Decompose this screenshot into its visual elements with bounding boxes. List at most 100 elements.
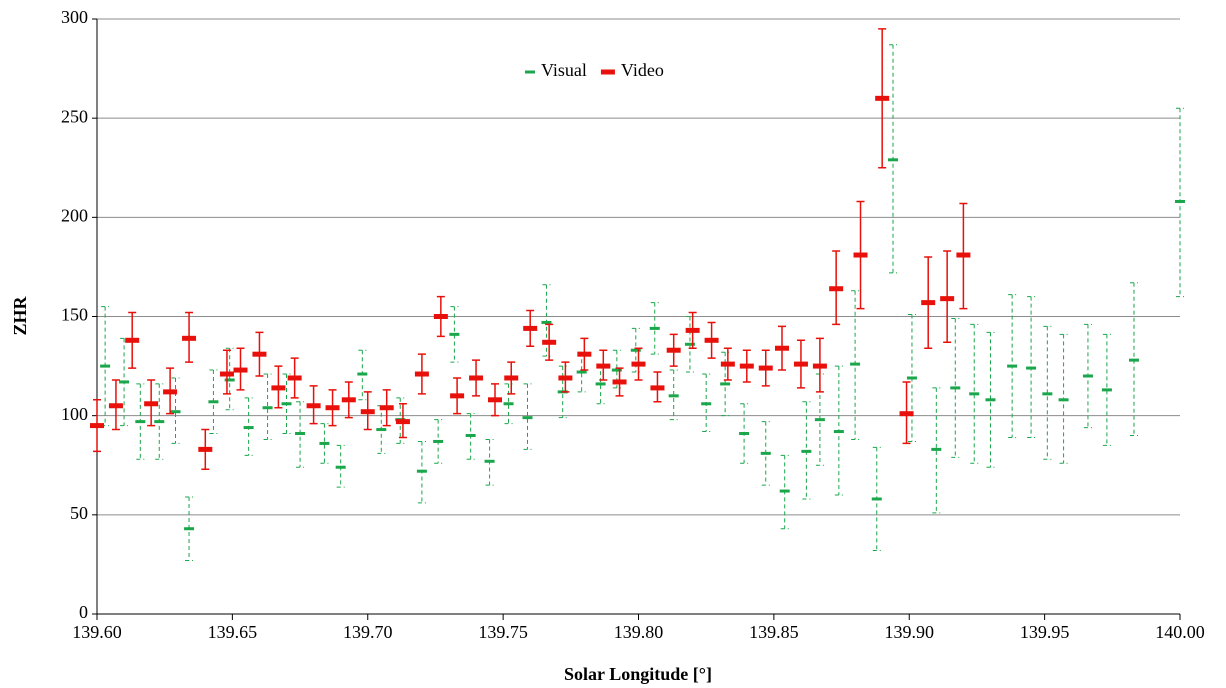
error-bar: [970, 323, 979, 464]
marker: [488, 397, 503, 403]
marker: [685, 327, 700, 333]
error-bar: [802, 401, 811, 500]
marker: [668, 394, 679, 398]
y-tick-label: 0: [79, 602, 88, 622]
marker: [595, 382, 606, 386]
error-bar: [296, 401, 305, 468]
marker: [233, 367, 248, 373]
marker: [119, 380, 130, 384]
marker: [774, 345, 789, 351]
error-bar: [1102, 333, 1111, 446]
y-tick-label: 50: [70, 503, 88, 523]
marker: [416, 469, 427, 473]
marker: [906, 376, 917, 380]
marker: [611, 368, 622, 372]
marker: [612, 379, 627, 385]
y-tick-label: 150: [61, 305, 88, 325]
marker: [208, 400, 219, 404]
marker: [125, 337, 140, 343]
marker: [1175, 199, 1185, 203]
marker: [1101, 388, 1112, 392]
marker: [701, 402, 712, 406]
marker: [360, 409, 375, 415]
marker: [135, 420, 146, 424]
marker: [306, 403, 321, 409]
marker: [503, 402, 514, 406]
error-bar: [986, 331, 995, 468]
marker: [1007, 364, 1018, 368]
marker: [704, 337, 719, 343]
marker: [875, 95, 890, 101]
marker: [252, 351, 267, 357]
marker: [739, 432, 750, 436]
marker: [1128, 358, 1139, 362]
marker: [357, 372, 368, 376]
marker: [262, 406, 273, 410]
marker: [484, 459, 495, 463]
x-axis-title: Solar Longitude [°]: [564, 664, 712, 684]
error-bar: [263, 373, 272, 440]
marker: [108, 403, 123, 409]
marker: [1042, 392, 1053, 396]
marker: [950, 386, 961, 390]
marker: [630, 348, 641, 352]
marker: [720, 382, 731, 386]
marker: [631, 361, 646, 367]
marker: [90, 423, 104, 429]
marker: [182, 335, 197, 341]
marker: [341, 397, 356, 403]
marker: [522, 416, 533, 420]
x-tick-label: 139.80: [614, 622, 664, 642]
x-tick-label: 139.90: [885, 622, 935, 642]
y-axis-title: ZHR: [10, 296, 30, 336]
error-bar: [1129, 282, 1138, 436]
marker: [853, 252, 868, 258]
x-tick-label: 139.75: [478, 622, 528, 642]
marker: [219, 371, 234, 377]
error-bar: [558, 365, 567, 419]
marker: [198, 446, 213, 452]
marker: [465, 434, 476, 437]
marker: [558, 375, 573, 381]
x-tick-label: 139.70: [343, 622, 393, 642]
marker: [523, 325, 538, 331]
marker: [287, 375, 302, 381]
legend-swatch: [600, 69, 615, 75]
marker: [758, 365, 773, 371]
x-tick-label: 139.85: [749, 622, 799, 642]
marker: [379, 405, 394, 411]
marker: [319, 441, 330, 445]
error-bar: [336, 444, 345, 488]
y-tick-label: 250: [61, 106, 88, 126]
marker: [921, 300, 936, 306]
marker: [335, 465, 346, 469]
marker: [450, 393, 465, 399]
marker: [144, 401, 159, 407]
marker: [325, 405, 340, 411]
marker: [449, 332, 460, 336]
marker: [684, 342, 695, 346]
marker: [184, 527, 195, 531]
marker: [504, 375, 519, 381]
legend-label: Video: [621, 60, 664, 80]
marker: [469, 375, 484, 381]
marker: [871, 497, 882, 501]
y-tick-label: 200: [61, 205, 88, 225]
marker: [650, 385, 665, 391]
y-tick-label: 300: [61, 7, 88, 27]
marker: [739, 363, 754, 369]
error-bar: [685, 316, 694, 373]
error-bar: [650, 302, 659, 355]
error-bar: [504, 383, 513, 425]
legend-label: Visual: [541, 60, 587, 80]
marker: [243, 426, 254, 430]
marker: [163, 389, 178, 395]
error-bar: [171, 377, 180, 444]
marker: [100, 364, 111, 368]
x-tick-label: 139.65: [208, 622, 258, 642]
marker: [224, 378, 235, 382]
marker: [542, 339, 557, 345]
marker: [899, 411, 914, 417]
